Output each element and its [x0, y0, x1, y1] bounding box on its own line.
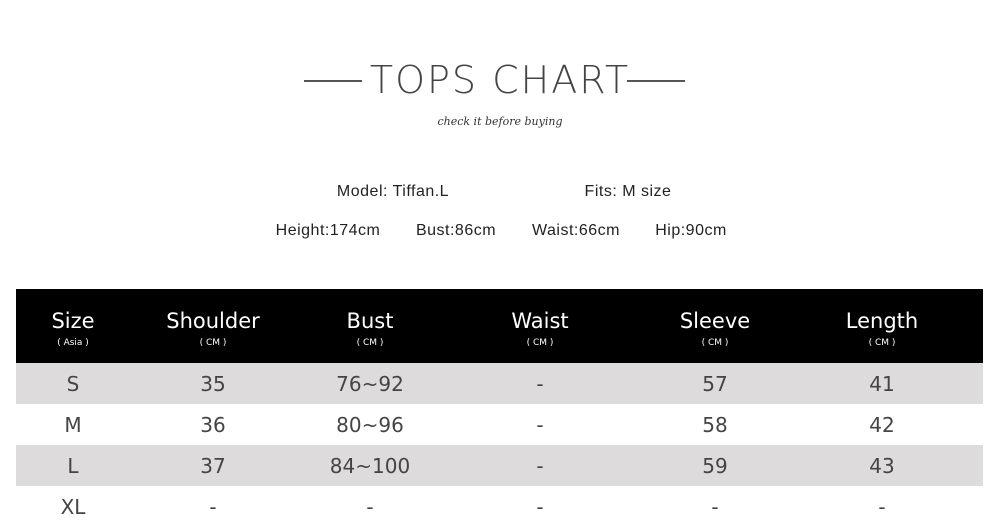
table-cell: -	[536, 372, 544, 396]
table-cell: 59	[702, 454, 728, 478]
table-row: S 35 76~92 - 57 41	[16, 363, 983, 404]
column-header: Sleeve	[679, 309, 751, 333]
table-cell: -	[366, 495, 374, 519]
column-unit: ( Asia )	[57, 338, 89, 348]
column-unit: ( CM )	[701, 338, 729, 348]
column-header: Waist	[511, 309, 569, 333]
size-table: Size ( Asia ) Shoulder ( CM ) Bust ( CM ) Wais…	[16, 289, 983, 527]
page-title: TOPS CHART	[369, 58, 631, 102]
table-cell: 43	[869, 454, 895, 478]
table-cell: -	[536, 495, 544, 519]
table-cell: -	[536, 454, 544, 478]
table-cell: 76~92	[336, 372, 404, 396]
table-cell: M	[64, 413, 82, 437]
table-cell: 36	[200, 413, 226, 437]
table-cell: XL	[60, 495, 86, 519]
table-cell: -	[209, 495, 217, 519]
model-height: Height:174cm	[275, 222, 381, 239]
subtitle: check it before buying	[437, 115, 563, 128]
column-header: Shoulder	[166, 309, 260, 333]
column-unit: ( CM )	[868, 338, 896, 348]
table-cell: 57	[702, 372, 728, 396]
column-header: Size	[51, 309, 95, 333]
column-unit: ( CM )	[199, 338, 227, 348]
column-header: Bust	[346, 309, 394, 333]
table-cell: 37	[200, 454, 226, 478]
column-unit: ( CM )	[526, 338, 554, 348]
table-cell: 41	[869, 372, 895, 396]
column-unit: ( CM )	[356, 338, 384, 348]
model-name: Model: Tiffan.L	[336, 183, 450, 200]
table-cell: S	[66, 372, 80, 396]
table-cell: L	[67, 454, 79, 478]
model-hip: Hip:90cm	[655, 222, 727, 239]
model-bust: Bust:86cm	[415, 222, 497, 239]
table-cell: -	[878, 495, 886, 519]
table-cell: 35	[200, 372, 226, 396]
model-waist: Waist:66cm	[532, 222, 620, 239]
column-header: Length	[845, 309, 919, 333]
table-cell: 42	[869, 413, 895, 437]
table-row: M 36 80~96 - 58 42	[16, 404, 983, 445]
model-fits: Fits: M size	[584, 183, 672, 200]
table-header: Size ( Asia ) Shoulder ( CM ) Bust ( CM ) Wais…	[16, 289, 983, 363]
table-cell: -	[711, 495, 719, 519]
title-line-left	[304, 80, 362, 82]
table-row: XL - - - - -	[16, 486, 983, 527]
title-line-right	[627, 80, 685, 82]
table-cell: -	[536, 413, 544, 437]
table-row: L 37 84~100 - 59 43	[16, 445, 983, 486]
table-cell: 84~100	[329, 454, 411, 478]
table-cell: 80~96	[336, 413, 404, 437]
table-cell: 58	[702, 413, 728, 437]
